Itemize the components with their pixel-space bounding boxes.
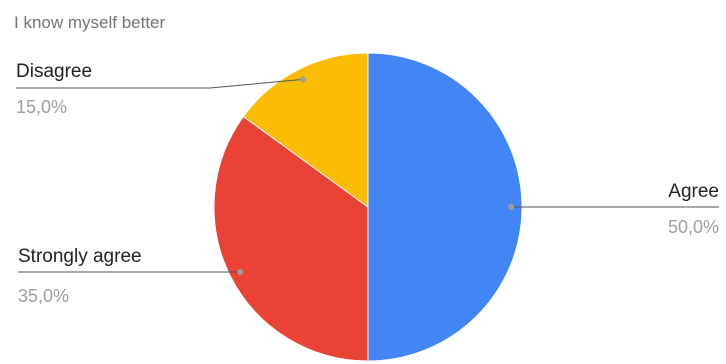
pie-slices (213, 52, 523, 362)
slice-label-percent: 50,0% (668, 217, 719, 237)
slice-label-name: Strongly agree (18, 246, 142, 267)
leader-dot (508, 204, 515, 210)
leader-dot (299, 76, 306, 83)
leader-dot (237, 269, 244, 276)
pie-slice-disagree (242, 52, 369, 208)
pie-slice-strongly-agree (213, 115, 369, 362)
pie-slice-agree (367, 52, 523, 362)
slice-labels: Agree 50,0% Strongly agree 35,0% Disagree 15,… (16, 61, 719, 306)
slice-label-percent: 35,0% (18, 286, 69, 306)
slice-label-name: Disagree (16, 61, 92, 82)
chart-title: I know myself better (14, 13, 166, 32)
slice-label-name: Agree (668, 181, 719, 202)
slice-label-percent: 15,0% (16, 97, 67, 117)
leader-line (16, 78, 304, 89)
